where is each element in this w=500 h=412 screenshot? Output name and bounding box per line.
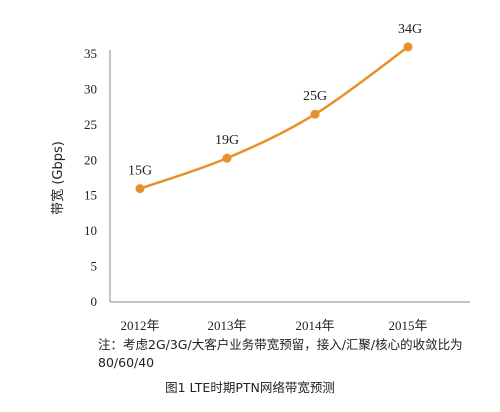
data-point-marker <box>222 153 232 163</box>
data-labels: 15G 19G 25G 34G <box>128 22 422 179</box>
data-point-marker <box>403 42 413 52</box>
y-tick-label: 0 <box>91 294 98 309</box>
footnote: 注：考虑2G/3G/大客户业务带宽预留，接入/汇聚/核心的收敛比为80/60/4… <box>98 337 463 370</box>
x-tick-label: 2014年 <box>295 318 334 333</box>
x-tick-label: 2012年 <box>120 318 159 333</box>
y-axis-label: 带宽 (Gbps) <box>50 141 66 215</box>
data-label: 34G <box>398 22 422 37</box>
x-tick-labels: 2012年 2013年 2014年 2015年 <box>120 318 427 333</box>
x-tick-label: 2015年 <box>388 318 427 333</box>
y-tick-label: 25 <box>84 117 97 132</box>
data-label: 15G <box>128 164 152 179</box>
y-tick-labels: 0 5 10 15 20 25 30 35 <box>84 46 97 309</box>
data-label: 25G <box>303 89 327 104</box>
y-tick-label: 35 <box>84 46 97 61</box>
data-label: 19G <box>215 133 239 148</box>
data-point-marker <box>310 109 320 119</box>
series-layer <box>135 42 413 194</box>
y-tick-label: 30 <box>84 81 97 96</box>
y-tick-label: 5 <box>91 259 98 274</box>
chart-axes <box>109 50 470 303</box>
figure-caption: 图1 LTE时期PTN网络带宽预测 <box>165 380 335 395</box>
series-line <box>139 45 409 190</box>
y-tick-label: 10 <box>84 223 97 238</box>
data-point-marker <box>135 184 145 194</box>
y-tick-label: 15 <box>84 188 97 203</box>
x-tick-label: 2013年 <box>207 318 246 333</box>
y-tick-label: 20 <box>84 152 97 167</box>
